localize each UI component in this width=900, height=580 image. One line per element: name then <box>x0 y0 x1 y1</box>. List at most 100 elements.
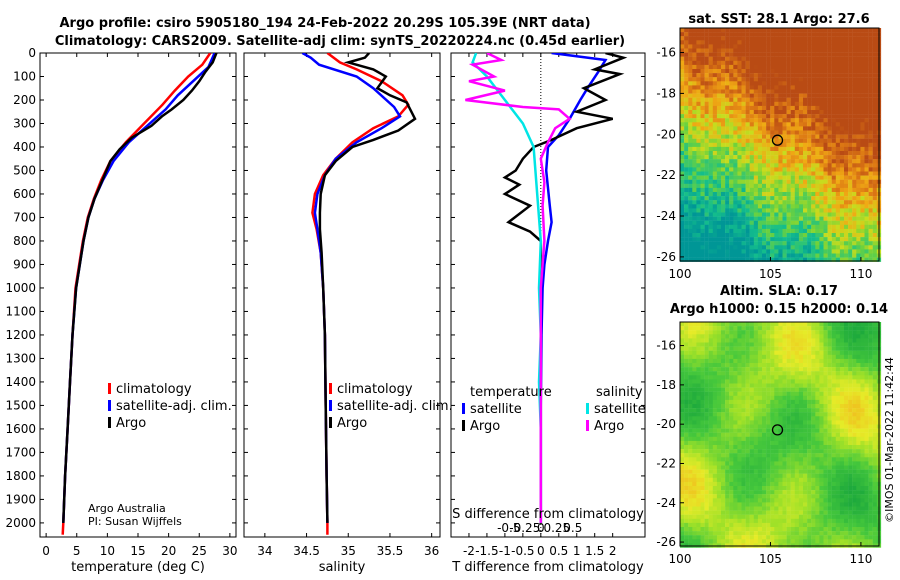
map-cell <box>798 322 804 327</box>
map-cell <box>704 457 709 462</box>
map-cell <box>770 73 775 78</box>
map-cell <box>700 114 705 119</box>
map-cell <box>831 44 836 49</box>
map-cell <box>757 36 763 41</box>
map-cell <box>790 48 795 53</box>
map-cell <box>807 383 812 388</box>
map-cell <box>798 196 804 201</box>
map-cell <box>811 367 816 372</box>
map-cell <box>807 32 812 37</box>
map-cell <box>807 367 812 372</box>
map-cell <box>798 375 804 380</box>
map-cell <box>725 395 730 401</box>
map-cell <box>811 40 816 45</box>
map-cell <box>770 81 775 86</box>
map-cell <box>782 122 787 127</box>
map-cell <box>839 387 845 392</box>
map-cell <box>786 85 791 90</box>
map-cell <box>868 28 873 33</box>
map-cell <box>823 192 828 197</box>
map-cell <box>688 208 693 213</box>
map-cell <box>725 477 730 483</box>
map-cell <box>729 257 734 262</box>
map-cell <box>696 134 701 139</box>
map-cell <box>762 233 767 238</box>
map-cell <box>770 408 775 413</box>
map-cell <box>729 56 734 61</box>
map-cell <box>708 105 713 111</box>
map-cell <box>729 453 734 458</box>
map-cell <box>680 428 685 433</box>
map-cell <box>762 477 767 483</box>
map-cell <box>741 371 746 376</box>
map-cell <box>757 363 763 368</box>
map-cell <box>786 114 791 119</box>
map-cell <box>774 159 779 164</box>
map-cell <box>864 97 869 102</box>
map-cell <box>823 363 828 368</box>
map-cell <box>700 432 705 437</box>
map-cell <box>733 404 738 409</box>
map-cell <box>749 146 754 152</box>
map-cell <box>741 64 746 70</box>
map-cell <box>749 114 754 119</box>
map-cell <box>844 126 849 131</box>
map-cell <box>733 52 738 57</box>
map-cell <box>860 171 865 176</box>
map-cell <box>721 130 726 135</box>
map-cell <box>716 48 722 53</box>
map-cell <box>831 155 836 160</box>
map-cell <box>848 387 853 392</box>
map-cell <box>823 97 828 102</box>
map-cell <box>823 420 828 425</box>
map-cell <box>684 151 689 156</box>
map-cell <box>852 40 857 45</box>
map-cell <box>766 122 771 127</box>
map-cell <box>790 233 795 238</box>
map-cell <box>692 60 697 66</box>
map-cell <box>872 375 877 380</box>
map-cell <box>786 453 791 458</box>
map-cell <box>684 93 689 98</box>
map-cell <box>745 52 750 57</box>
map-cell <box>790 445 795 450</box>
map-cell <box>790 110 795 115</box>
map-cell <box>774 334 779 339</box>
map-cell <box>782 77 787 82</box>
map-cell <box>856 253 861 258</box>
map-cell <box>692 408 697 413</box>
map-cell <box>844 363 849 368</box>
map-cell <box>778 367 783 372</box>
map-cell <box>848 228 853 234</box>
map-cell <box>856 81 861 86</box>
map-cell <box>794 32 800 37</box>
map-cell <box>807 350 812 355</box>
map-cell <box>819 245 824 250</box>
map-cell <box>864 449 869 454</box>
map-cell <box>757 208 763 213</box>
x-tick-label: 0.5 <box>549 544 568 558</box>
map-cell <box>835 114 841 119</box>
map-cell <box>786 228 791 234</box>
map-cell <box>753 134 759 139</box>
map-cell <box>831 89 836 94</box>
map-cell <box>823 440 828 446</box>
map-cell <box>807 146 812 152</box>
map-cell <box>696 101 701 107</box>
map-cell <box>798 56 804 61</box>
map-cell <box>692 146 697 152</box>
map-cell <box>745 391 750 396</box>
map-cell <box>815 151 820 156</box>
map-cell <box>782 249 787 254</box>
map-cell <box>811 412 816 417</box>
map-cell <box>852 52 857 57</box>
map-cell <box>680 192 685 197</box>
map-cell <box>729 424 734 429</box>
map-cell <box>819 40 824 45</box>
map-cell <box>856 342 861 347</box>
map-cell <box>712 192 718 197</box>
map-cell <box>815 436 820 442</box>
map-cell <box>835 64 841 70</box>
map-cell <box>778 338 783 343</box>
map-cell <box>798 367 804 372</box>
